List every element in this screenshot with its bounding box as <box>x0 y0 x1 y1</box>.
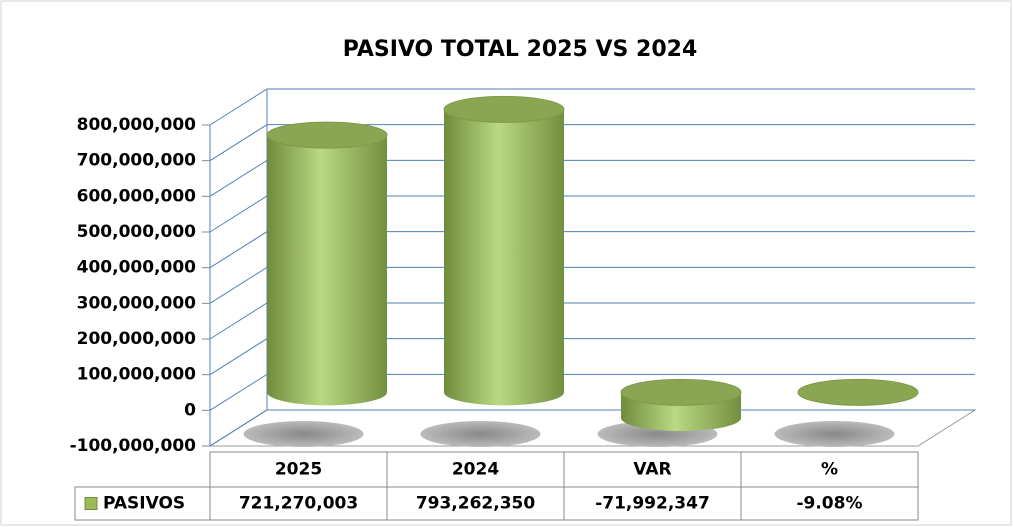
y-tick-label: 200,000,000 <box>77 329 197 349</box>
bar <box>267 135 387 393</box>
bar-top <box>266 121 388 149</box>
x-tick-label: 2025 <box>275 460 322 480</box>
x-tick-label: 2024 <box>452 460 499 480</box>
bar-base <box>444 379 564 406</box>
bar-base <box>267 379 387 406</box>
y-tick-label: 500,000,000 <box>77 222 197 242</box>
chart-title: PASIVO TOTAL 2025 VS 2024 <box>343 37 698 62</box>
x-tick-label: VAR <box>633 460 671 480</box>
bar-shadow <box>774 421 895 447</box>
y-tick-label: -100,000,000 <box>70 436 197 456</box>
data-label: -71,992,347 <box>595 494 710 514</box>
y-tick-label: 100,000,000 <box>77 365 197 385</box>
bar-top <box>797 378 919 406</box>
y-tick-label: 400,000,000 <box>77 258 197 278</box>
bar-top <box>443 95 565 123</box>
y-tick-label: 800,000,000 <box>77 115 197 135</box>
data-label: -9.08% <box>796 494 862 514</box>
bar-base <box>621 405 741 432</box>
grid-line <box>209 124 975 162</box>
legend-label: PASIVOS <box>103 494 185 514</box>
y-tick-label: 600,000,000 <box>77 186 197 206</box>
bar-shadow <box>243 421 364 447</box>
y-tick-label: 300,000,000 <box>77 293 197 313</box>
y-tick-label: 0 <box>184 400 196 420</box>
table-frame <box>74 486 211 521</box>
bar-shadow <box>420 421 541 447</box>
x-tick-label: % <box>821 460 838 480</box>
bar-top <box>620 378 742 406</box>
data-label: 793,262,350 <box>416 494 536 514</box>
data-label: 721,270,003 <box>239 494 358 514</box>
bar <box>444 109 564 393</box>
grid-line <box>209 88 975 126</box>
legend-swatch <box>84 497 98 510</box>
y-tick-label: 700,000,000 <box>77 151 197 171</box>
